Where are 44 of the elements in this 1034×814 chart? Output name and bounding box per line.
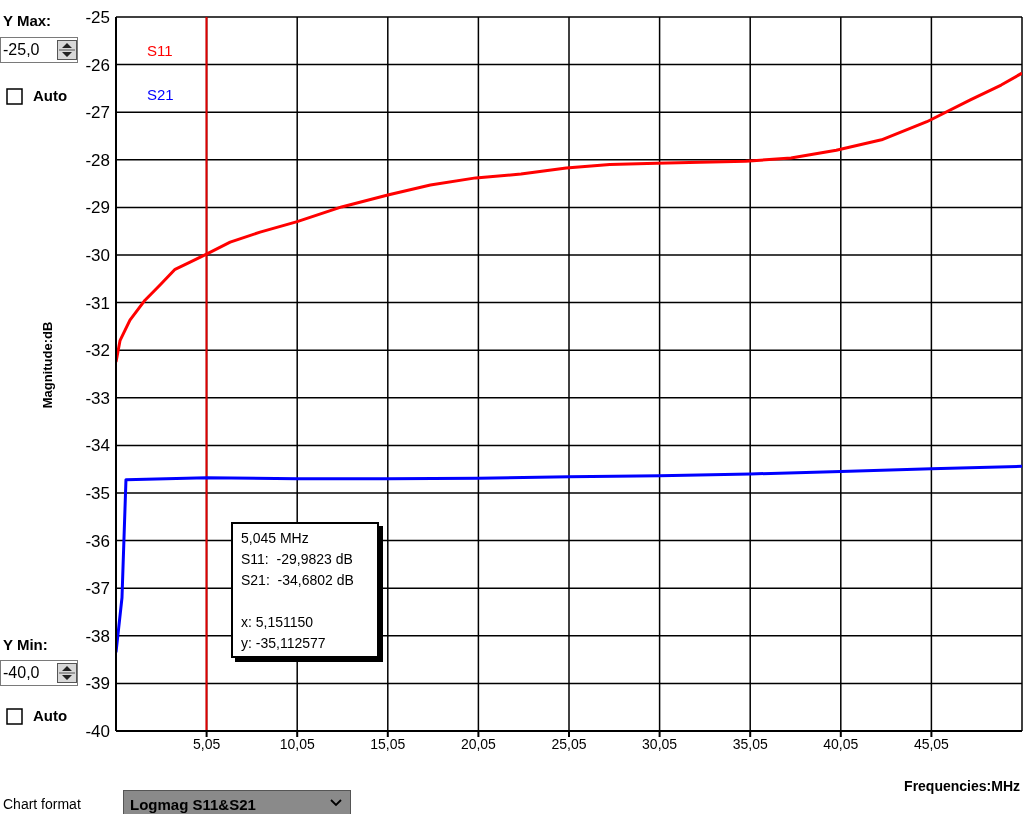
y-tick-label: -32 [85, 341, 110, 361]
line-series [116, 71, 1022, 364]
y-tick-label: -28 [85, 150, 110, 170]
y-tick-label: -27 [85, 103, 110, 123]
y-tick-label: -34 [85, 436, 110, 456]
line-series [116, 464, 1022, 654]
annotation: x: 5,151150 [241, 613, 315, 632]
x-tick-label: 20,05 [460, 735, 497, 752]
text: S21 [145, 86, 176, 103]
text: Y Min: [3, 636, 48, 653]
x-tick-label: 35,05 [732, 735, 768, 752]
x-tick-label: 15,05 [370, 735, 406, 752]
x-tick-label: 40,05 [823, 735, 859, 752]
x-tick-label: 45,05 [913, 735, 950, 752]
y-tick-label: -36 [85, 531, 110, 551]
y-tick-label: -26 [85, 55, 110, 75]
x-tick-label: 30,05 [642, 735, 678, 752]
x-axis-title: Frequencies:MHz [904, 778, 1020, 794]
text: Auto [33, 87, 68, 104]
y-tick-label: -38 [85, 626, 110, 646]
annotation: 5,045 MHz [241, 529, 310, 548]
y-tick-label: -37 [85, 579, 110, 599]
x-tick-label: 10,05 [279, 735, 315, 752]
x-tick-label: 5,05 [192, 735, 221, 752]
y-tick-label: -33 [85, 388, 110, 408]
text: Chart format [3, 796, 81, 812]
y-tick-label: -35 [85, 484, 110, 504]
text: Logmag S11&S21 [130, 796, 256, 813]
annotation: y: -35,112577 [241, 634, 327, 653]
annotation: S11: -29,9823 dB [241, 550, 354, 569]
y-tick-label: -31 [85, 293, 110, 313]
text: Y Max: [3, 12, 52, 29]
text: S11 [145, 42, 175, 59]
x-tick-label: 25,05 [551, 735, 587, 752]
y-tick-label: -25 [85, 8, 110, 28]
text: -25,0 [3, 41, 40, 59]
text: -40,0 [3, 664, 40, 682]
y-tick-label: -29 [85, 198, 110, 218]
y-tick-label: -30 [85, 246, 110, 266]
annotation: S21: -34,6802 dB [241, 571, 355, 590]
text: Auto [33, 707, 68, 724]
y-axis-title: Magnitude:dB [39, 321, 55, 409]
y-tick-label: -39 [85, 674, 110, 694]
y-tick-label: -40 [85, 722, 110, 742]
